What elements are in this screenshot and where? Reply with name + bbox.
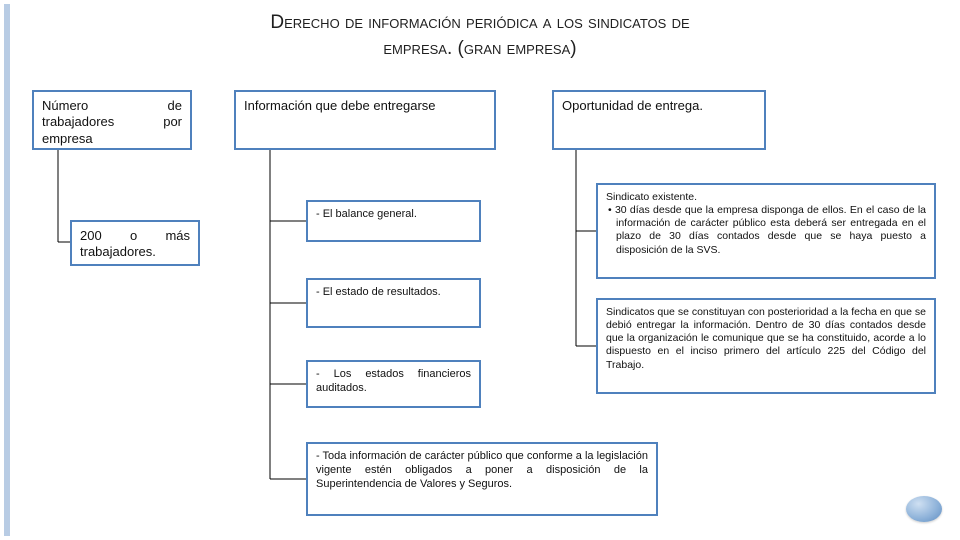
col3-child1-body: • 30 días desde que la empresa disponga … (606, 204, 926, 257)
col2-child3-text: - Los estados financieros auditados. (316, 368, 471, 394)
col3-header-text: Oportunidad de entrega. (562, 98, 703, 113)
col1-header-box: Número de trabajadores por empresa (32, 90, 192, 150)
col2-child2-box: - El estado de resultados. (306, 278, 481, 328)
col3-header-box: Oportunidad de entrega. (552, 90, 766, 150)
col1-child-text: 200 o más trabajadores. (80, 228, 190, 259)
col2-child1-text: - El balance general. (316, 208, 417, 220)
col2-child4-box: - Toda información de carácter público q… (306, 442, 658, 516)
col2-header-text: Información que debe entregarse (244, 98, 436, 113)
col2-child1-box: - El balance general. (306, 200, 481, 242)
col2-child3-box: - Los estados financieros auditados. (306, 360, 481, 408)
col2-child2-text: - El estado de resultados. (316, 286, 441, 298)
col1-child-box: 200 o más trabajadores. (70, 220, 200, 266)
col3-child1-box: Sindicato existente. • 30 días desde que… (596, 183, 936, 279)
title-line-1: Derecho de información periódica a los s… (270, 12, 689, 33)
page-title: Derecho de información periódica a los s… (80, 10, 880, 61)
col2-child4-text: - Toda información de carácter público q… (316, 450, 648, 490)
col1-header-text: Número de trabajadores por empresa (42, 98, 182, 146)
col3-child2-box: Sindicatos que se constituyan con poster… (596, 298, 936, 394)
col3-child1-title: Sindicato existente. (606, 191, 697, 203)
corner-badge-icon (906, 496, 942, 522)
title-line-2: empresa. (gran empresa) (383, 38, 576, 59)
col2-header-box: Información que debe entregarse (234, 90, 496, 150)
accent-left-bar (4, 4, 10, 536)
col3-child2-text: Sindicatos que se constituyan con poster… (606, 306, 926, 371)
